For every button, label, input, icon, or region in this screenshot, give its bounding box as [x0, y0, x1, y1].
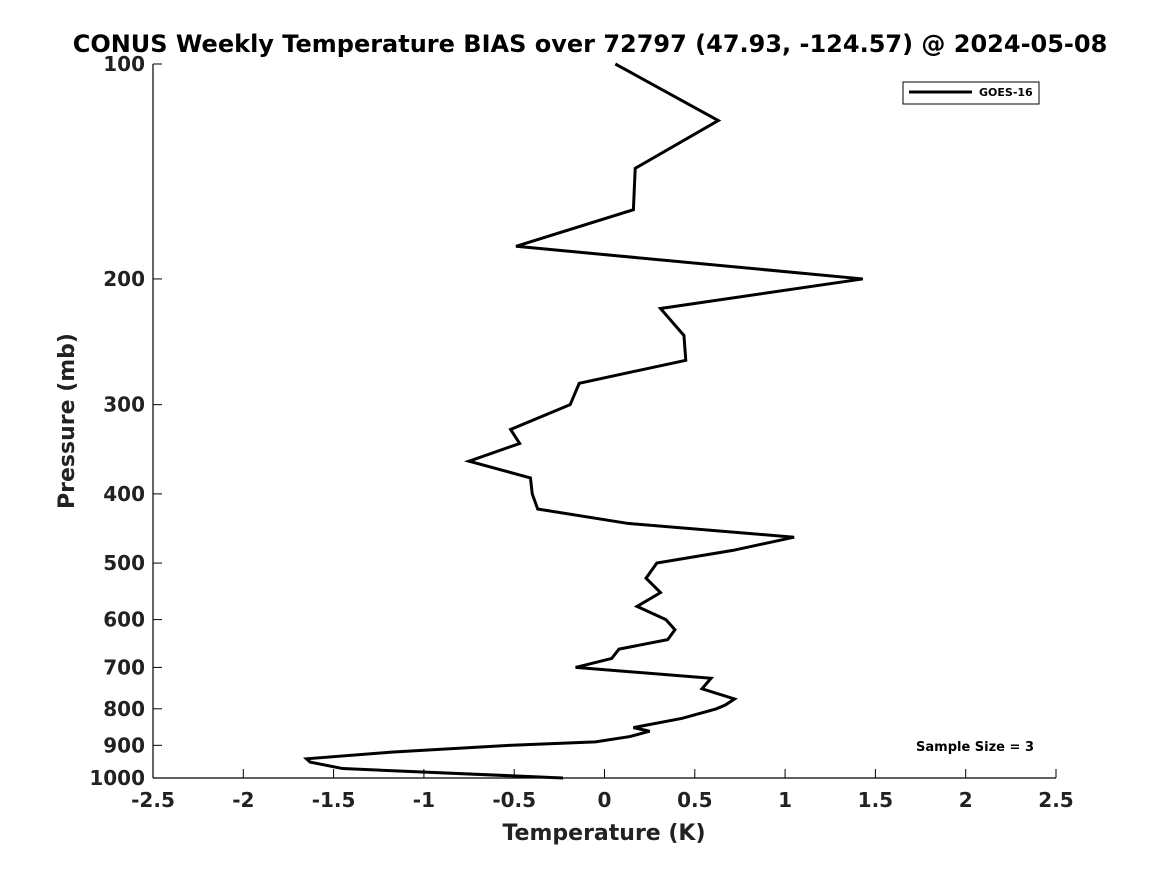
x-tick-label-2: 2	[959, 788, 973, 812]
y-tick-label-1000: 1000	[89, 766, 145, 790]
y-tick-label-700: 700	[103, 655, 145, 679]
x-tick-label-0-5: -0.5	[492, 788, 536, 812]
y-tick-label-400: 400	[103, 482, 145, 506]
y-axis-ticks: 100 200 300 400 500 600 700 800 900 1000	[89, 52, 162, 790]
x-tick-label-1-5: -1.5	[312, 788, 356, 812]
y-tick-label-200: 200	[103, 267, 145, 291]
x-tick-label-1: 1	[778, 788, 792, 812]
x-tick-label-0-5: 0.5	[677, 788, 712, 812]
legend: GOES-16	[902, 81, 1040, 105]
sample-size-annotation: Sample Size = 3	[916, 740, 1034, 755]
chart-title: CONUS Weekly Temperature BIAS over 72797…	[73, 30, 1108, 58]
x-tick-label-2-5: 2.5	[1038, 788, 1073, 812]
y-axis-label: Pressure (mb)	[55, 333, 80, 509]
y-tick-label-300: 300	[103, 393, 145, 417]
y-tick-label-500: 500	[103, 551, 145, 575]
x-tick-label-2: -2	[232, 788, 254, 812]
x-axis-ticks: -2.5 -2 -1.5 -1 -0.5 0 0.5 1 1.5 2 2.5	[131, 769, 1074, 812]
y-tick-label-100: 100	[103, 52, 145, 76]
legend-label-goes-16: GOES-16	[979, 86, 1033, 99]
x-tick-label-0: 0	[598, 788, 612, 812]
x-tick-label-1: -1	[413, 788, 435, 812]
x-tick-label-1-5: 1.5	[858, 788, 893, 812]
y-tick-label-900: 900	[103, 733, 145, 757]
y-tick-label-600: 600	[103, 608, 145, 632]
y-tick-label-800: 800	[103, 697, 145, 721]
x-axis-label: Temperature (K)	[502, 821, 705, 846]
series-line-goes-16	[302, 62, 863, 780]
x-tick-label-2-5: -2.5	[131, 788, 175, 812]
series-layer	[302, 62, 863, 780]
